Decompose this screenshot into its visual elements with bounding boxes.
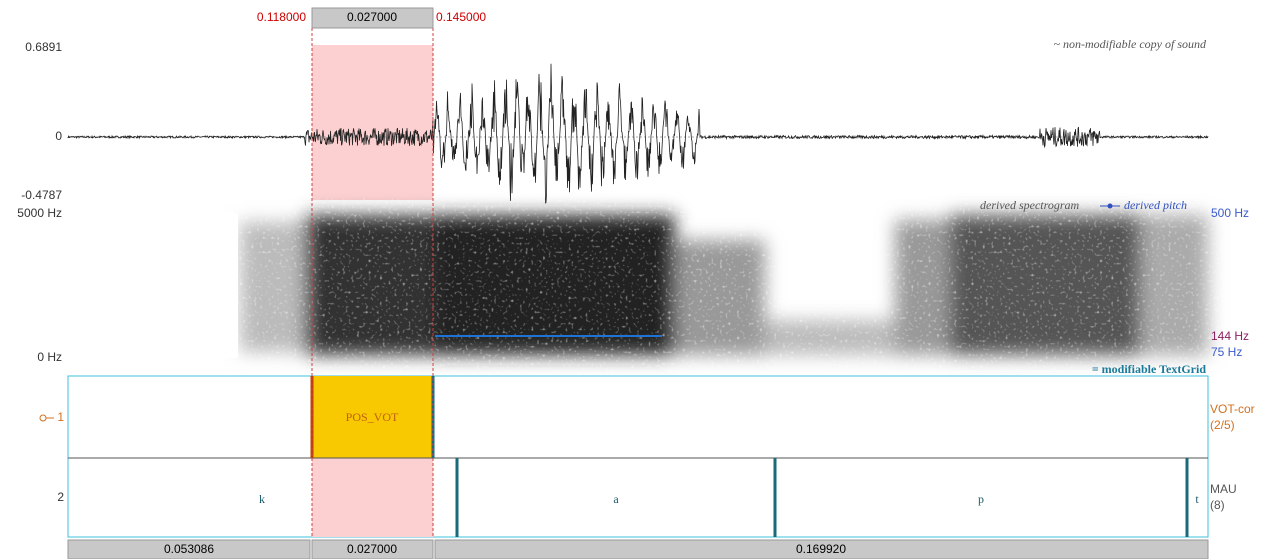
pitch-legend-dot (1107, 203, 1113, 209)
selection-duration-box[interactable] (311, 7, 434, 29)
sound-note: ~ non-modifiable copy of sound (1054, 37, 1207, 51)
pitch-bottom: 75 Hz (1211, 345, 1242, 359)
interval-label[interactable]: k (259, 492, 265, 506)
tier-number[interactable]: 1 (57, 410, 64, 424)
legend-pitch: derived pitch (1124, 198, 1187, 212)
selected-interval[interactable] (312, 376, 433, 458)
pitch-value: 144 Hz (1211, 329, 1249, 343)
legend-spectrogram: derived spectrogram (980, 198, 1080, 212)
interval-label[interactable]: a (613, 492, 619, 506)
spectrogram-top: 5000 Hz (17, 206, 62, 220)
tier-number[interactable]: 2 (57, 490, 64, 504)
selection-start: 0.118000 (257, 10, 306, 24)
selection-highlight (312, 45, 433, 200)
spectrogram (68, 213, 1208, 358)
tier-count: (8) (1210, 498, 1225, 512)
textgrid (67, 375, 1209, 538)
tier-name: VOT-cor (1210, 402, 1255, 416)
duration-box[interactable] (434, 539, 1209, 559)
waveform (67, 63, 1209, 204)
waveform-trace (67, 63, 1209, 204)
amplitude-zero: 0 (55, 129, 62, 143)
duration-box[interactable] (67, 539, 311, 559)
textgrid-note: = modifiable TextGrid (1092, 362, 1207, 376)
pitch-top: 500 Hz (1211, 206, 1249, 220)
interval-label[interactable]: p (978, 492, 984, 506)
tier-pointer-icon (39, 414, 54, 422)
interval-label[interactable]: t (1195, 492, 1199, 506)
duration-label: 0.053086 (164, 542, 214, 556)
duration-label: 0.027000 (347, 542, 397, 556)
interval-label[interactable]: POS_VOT (346, 410, 399, 424)
selection-end: 0.145000 (436, 10, 486, 24)
amplitude-max: 0.6891 (25, 40, 62, 54)
selection-duration: 0.027000 (347, 10, 397, 24)
amplitude-min: -0.4787 (21, 188, 62, 202)
spectrogram-bottom: 0 Hz (37, 350, 62, 364)
selection-highlight-tier (312, 458, 433, 537)
duration-label: 0.169920 (796, 542, 846, 556)
duration-box[interactable] (311, 539, 434, 559)
tier-name: MAU (1210, 482, 1237, 496)
tier-count: (2/5) (1210, 418, 1235, 432)
